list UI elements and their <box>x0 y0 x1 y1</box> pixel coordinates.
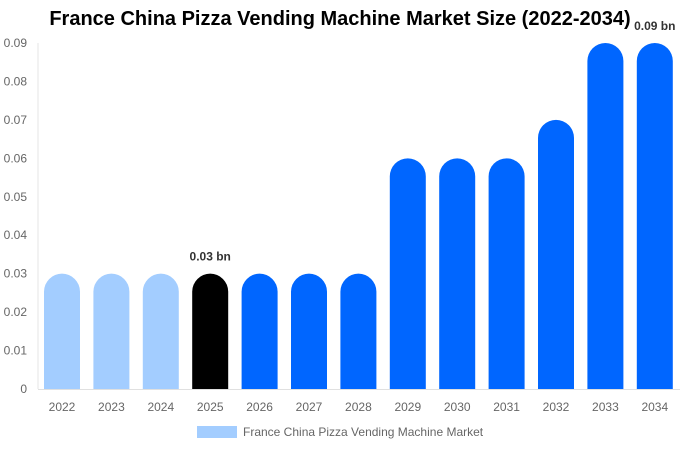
y-tick-label: 0.04 <box>4 228 28 242</box>
y-tick-label: 0.02 <box>4 305 28 319</box>
x-tick-label: 2024 <box>147 400 174 414</box>
chart-title: France China Pizza Vending Machine Marke… <box>49 8 631 30</box>
bar-2025 <box>192 273 229 389</box>
x-tick-label: 2022 <box>49 400 76 414</box>
x-tick-label: 2023 <box>98 400 125 414</box>
x-tick-label: 2033 <box>592 400 619 414</box>
bar-2024 <box>142 273 179 389</box>
legend-swatch <box>197 426 237 438</box>
legend[interactable]: France China Pizza Vending Machine Marke… <box>197 425 483 439</box>
x-tick-label: 2025 <box>197 400 224 414</box>
bar-2033 <box>587 43 624 389</box>
x-tick-label: 2029 <box>394 400 421 414</box>
x-tick-label: 2028 <box>345 400 372 414</box>
bar-2029 <box>389 158 426 389</box>
x-tick-label: 2034 <box>641 400 668 414</box>
data-label: 0.03 bn <box>190 250 231 264</box>
y-tick-label: 0.05 <box>4 190 28 204</box>
y-tick-label: 0.09 <box>4 36 28 50</box>
bar-2031 <box>488 158 525 389</box>
y-tick-label: 0.08 <box>4 74 28 88</box>
bar-2026 <box>241 273 278 389</box>
x-tick-label: 2030 <box>444 400 471 414</box>
x-tick-label: 2027 <box>296 400 323 414</box>
y-tick-label: 0 <box>20 382 27 396</box>
bar-2034 <box>636 43 673 389</box>
x-tick-label: 2026 <box>246 400 273 414</box>
bar-2032 <box>538 119 574 389</box>
y-tick-label: 0.03 <box>4 267 28 281</box>
x-tick-label: 2031 <box>493 400 520 414</box>
bar-2027 <box>291 273 327 389</box>
y-tick-label: 0.07 <box>4 113 28 127</box>
x-tick-label: 2032 <box>543 400 570 414</box>
y-tick-label: 0.06 <box>4 151 28 165</box>
bar-2022 <box>44 273 80 389</box>
bar-2023 <box>93 273 130 389</box>
legend-label: France China Pizza Vending Machine Marke… <box>243 425 484 439</box>
bar-2028 <box>340 273 377 389</box>
data-label: 0.09 bn <box>634 19 675 33</box>
bar-2030 <box>439 158 476 389</box>
y-tick-label: 0.01 <box>4 344 28 358</box>
